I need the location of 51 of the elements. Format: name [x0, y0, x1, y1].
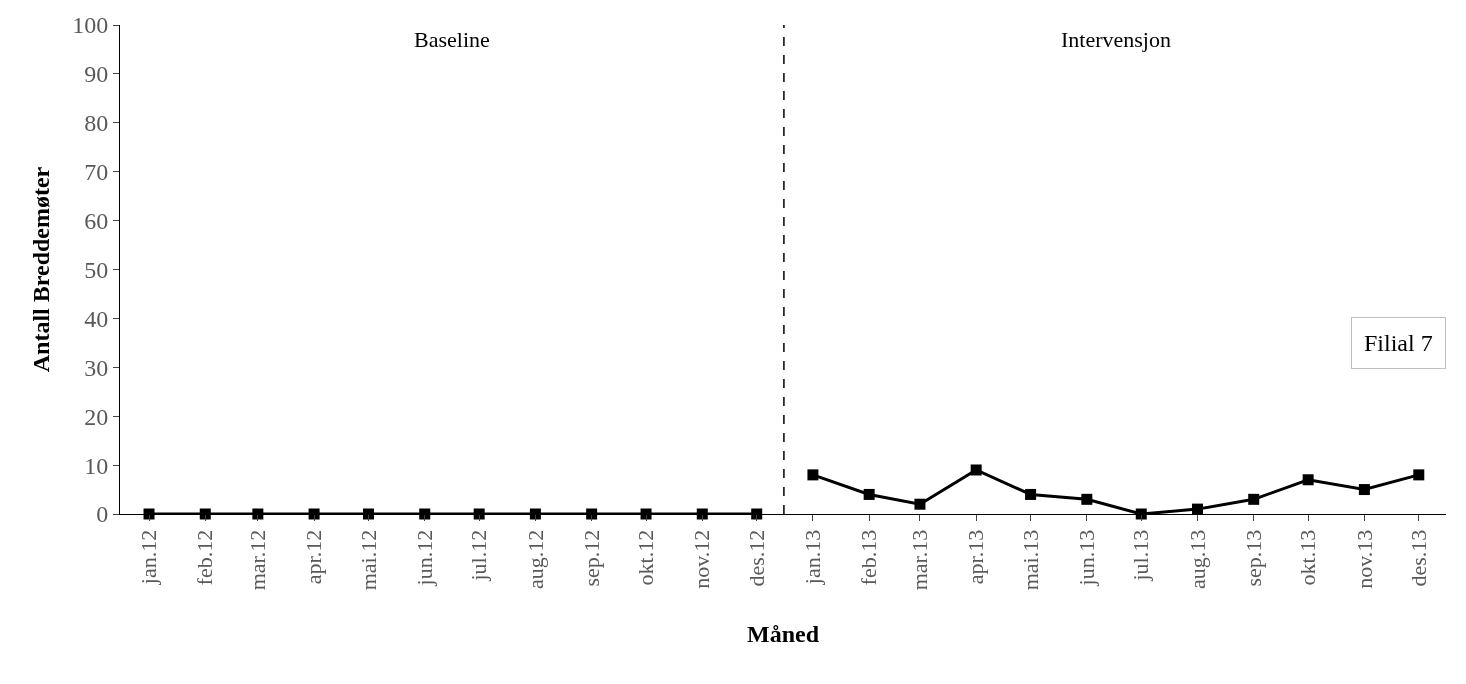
x-tick-label: mar.12	[245, 529, 271, 591]
point	[807, 469, 819, 481]
x-tick-label: mar.13	[907, 529, 933, 591]
x-tick-label: okt.13	[1295, 529, 1321, 586]
x-tick-label: apr.13	[963, 529, 989, 585]
y-tick-label: 90	[84, 61, 109, 88]
point	[1413, 469, 1425, 481]
x-tick-label: mai.12	[355, 529, 381, 591]
y-tick-label: 80	[84, 110, 109, 137]
x-tick-label: jan.13	[800, 529, 826, 586]
x-tick-label: sep.13	[1240, 529, 1266, 587]
point	[1248, 493, 1260, 505]
point	[1358, 484, 1370, 496]
x-tick-label: feb.13	[856, 529, 882, 586]
x-tick-label: mai.13	[1017, 529, 1043, 591]
y-tick-label: 40	[84, 305, 109, 332]
annotation: Filial 7	[1364, 330, 1433, 356]
x-tick-label: jun.12	[411, 529, 437, 587]
x-tick-label: nov.13	[1351, 529, 1377, 589]
y-tick-label: 60	[84, 208, 109, 234]
point	[1025, 488, 1037, 500]
x-axis-title: Måned	[747, 620, 820, 647]
annotation: Baseline	[414, 27, 490, 52]
point	[1302, 474, 1314, 486]
x-tick-label: sep.12	[578, 529, 604, 587]
y-axis-title: Antall Breddemøter	[28, 166, 55, 373]
x-tick-label: feb.12	[192, 529, 218, 586]
y-tick-label: 70	[84, 159, 109, 186]
x-tick-label: okt.12	[633, 529, 659, 586]
y-tick-label: 0	[96, 501, 109, 528]
x-tick-label: des.13	[1405, 529, 1431, 587]
annotation: Intervensjon	[1061, 27, 1171, 52]
point	[1081, 493, 1093, 505]
x-tick-label: jul.12	[466, 529, 492, 582]
y-tick-label: 100	[72, 12, 109, 39]
y-tick-label: 10	[84, 452, 109, 479]
point	[1191, 503, 1203, 515]
x-tick-label: aug.12	[522, 529, 548, 590]
x-tick-label: aug.13	[1184, 529, 1210, 590]
point	[863, 488, 875, 500]
y-tick-label: 20	[84, 403, 109, 430]
x-tick-label: jul.13	[1128, 529, 1154, 582]
y-tick-label: 50	[84, 256, 109, 283]
x-tick-label: nov.12	[689, 529, 715, 589]
y-tick-label: 30	[84, 354, 109, 381]
x-tick-label: des.12	[743, 529, 769, 587]
point	[970, 464, 982, 476]
point	[914, 498, 926, 510]
x-tick-label: jan.12	[136, 529, 162, 586]
x-tick-label: apr.12	[301, 529, 327, 585]
x-tick-label: jun.13	[1073, 529, 1099, 587]
